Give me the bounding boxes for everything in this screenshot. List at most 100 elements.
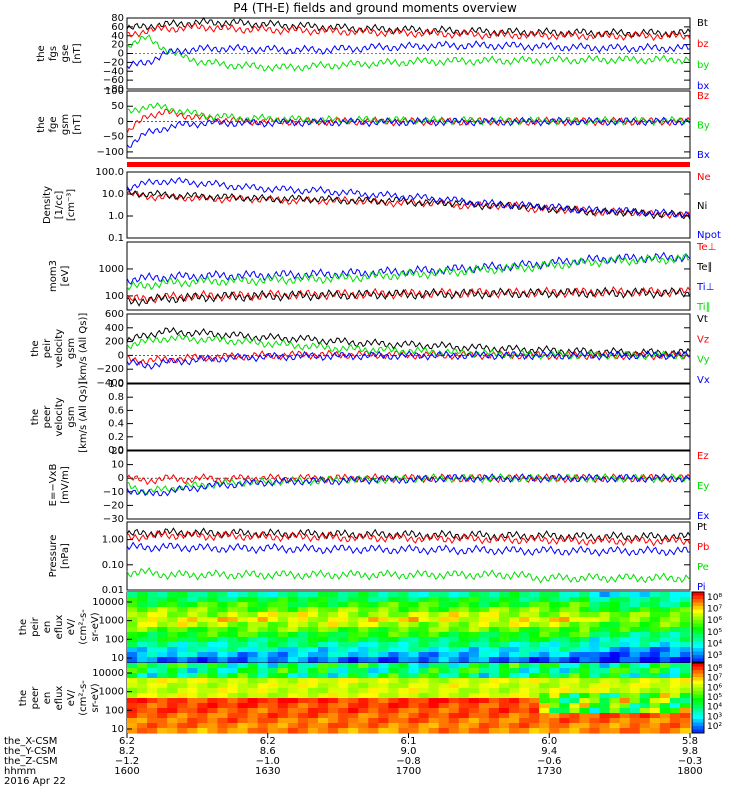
heatmap-cell	[408, 678, 420, 684]
heatmap-cell	[569, 688, 581, 694]
heatmap-cell	[579, 698, 591, 704]
heatmap-cell	[237, 642, 249, 648]
heatmap-cell	[408, 718, 420, 724]
heatmap-cell	[669, 698, 681, 704]
heatmap-cell	[187, 657, 198, 663]
heatmap-cell	[629, 683, 641, 689]
heatmap-cell	[529, 668, 540, 674]
heatmap-cell	[418, 642, 430, 648]
heatmap-cell	[609, 602, 621, 608]
heatmap-cell	[368, 663, 379, 669]
heatmap-cell	[539, 668, 550, 674]
heatmap-cell	[529, 612, 540, 618]
heatmap-cell	[267, 688, 279, 694]
heatmap-cell	[237, 597, 249, 603]
heatmap-cell	[127, 703, 138, 709]
heatmap-cell	[167, 673, 178, 679]
heatmap-cell	[609, 718, 621, 724]
heatmap-cell	[147, 617, 158, 623]
heatmap-cell	[297, 693, 309, 699]
heatmap-cell	[438, 708, 450, 714]
heatmap-cell	[378, 657, 389, 663]
heatmap-cell	[297, 647, 309, 653]
heatmap-cell	[237, 647, 249, 653]
heatmap-cell	[649, 642, 661, 648]
heatmap-cell	[509, 683, 520, 689]
heatmap-cell	[157, 718, 168, 724]
colorbar-tick-label: 10²	[707, 722, 722, 732]
heatmap-cell	[549, 627, 560, 633]
heatmap-cell	[237, 693, 249, 699]
heatmap-cell	[177, 592, 188, 598]
series-line	[126, 350, 691, 370]
heatmap-cell	[267, 622, 279, 628]
heatmap-cell	[177, 647, 188, 653]
heatmap-cell	[127, 728, 138, 734]
heatmap-cell	[207, 627, 219, 633]
heatmap-cell	[619, 708, 631, 714]
heatmap-cell	[619, 693, 631, 699]
heatmap-cell	[398, 627, 410, 633]
y-axis-label: peer	[30, 686, 41, 710]
heatmap-cell	[529, 637, 540, 643]
heatmap-cell	[559, 592, 570, 598]
heatmap-cell	[609, 703, 621, 709]
heatmap-cell	[458, 688, 470, 694]
heatmap-cell	[649, 602, 661, 608]
series-line	[126, 253, 691, 291]
heatmap-cell	[488, 602, 500, 608]
heatmap-cell	[529, 617, 540, 623]
series-line	[126, 541, 691, 557]
heatmap-cell	[619, 607, 631, 613]
heatmap-cell	[529, 688, 540, 694]
heatmap-cell	[609, 708, 621, 714]
heatmap-cell	[207, 713, 219, 719]
heatmap-cell	[328, 708, 339, 714]
heatmap-cell	[127, 723, 138, 729]
heatmap-cell	[659, 673, 671, 679]
heatmap-cell	[147, 698, 158, 704]
colorbar-cell	[692, 726, 704, 730]
heatmap-cell	[619, 673, 631, 679]
heatmap-cell	[428, 602, 440, 608]
heatmap-cell	[498, 663, 510, 669]
colorbar-tick-label: 10³	[707, 712, 722, 722]
heatmap-cell	[318, 617, 329, 623]
heatmap-cell	[408, 703, 420, 709]
heatmap-cell	[418, 602, 430, 608]
heatmap-cell	[448, 622, 460, 628]
heatmap-cell	[529, 693, 540, 699]
heatmap-cell	[287, 673, 299, 679]
heatmap-cell	[529, 663, 540, 669]
heatmap-cell	[549, 713, 560, 719]
heatmap-cell	[157, 728, 168, 734]
heatmap-cell	[237, 728, 249, 734]
heatmap-cell	[428, 673, 440, 679]
heatmap-cell	[398, 642, 410, 648]
heatmap-cell	[539, 703, 550, 709]
heatmap-cell	[127, 673, 138, 679]
heatmap-cell	[569, 718, 581, 724]
heatmap-cell	[368, 642, 379, 648]
heatmap-cell	[509, 703, 520, 709]
heatmap-cell	[509, 617, 520, 623]
heatmap-cell	[569, 728, 581, 734]
heatmap-cell	[137, 693, 148, 699]
heatmap-cell	[619, 713, 631, 719]
heatmap-cell	[398, 683, 410, 689]
heatmap-cell	[629, 723, 641, 729]
heatmap-cell	[488, 592, 500, 598]
heatmap-cell	[157, 683, 168, 689]
heatmap-cell	[318, 632, 329, 638]
heatmap-cell	[529, 683, 540, 689]
heatmap-cell	[177, 602, 188, 608]
heatmap-cell	[629, 718, 641, 724]
heatmap-cell	[368, 668, 379, 674]
heatmap-cell	[458, 652, 470, 658]
heatmap-cell	[277, 642, 289, 648]
heatmap-cell	[137, 607, 148, 613]
heatmap-cell	[157, 668, 168, 674]
heatmap-cell	[318, 678, 329, 684]
heatmap-cell	[207, 723, 219, 729]
heatmap-cell	[418, 708, 430, 714]
